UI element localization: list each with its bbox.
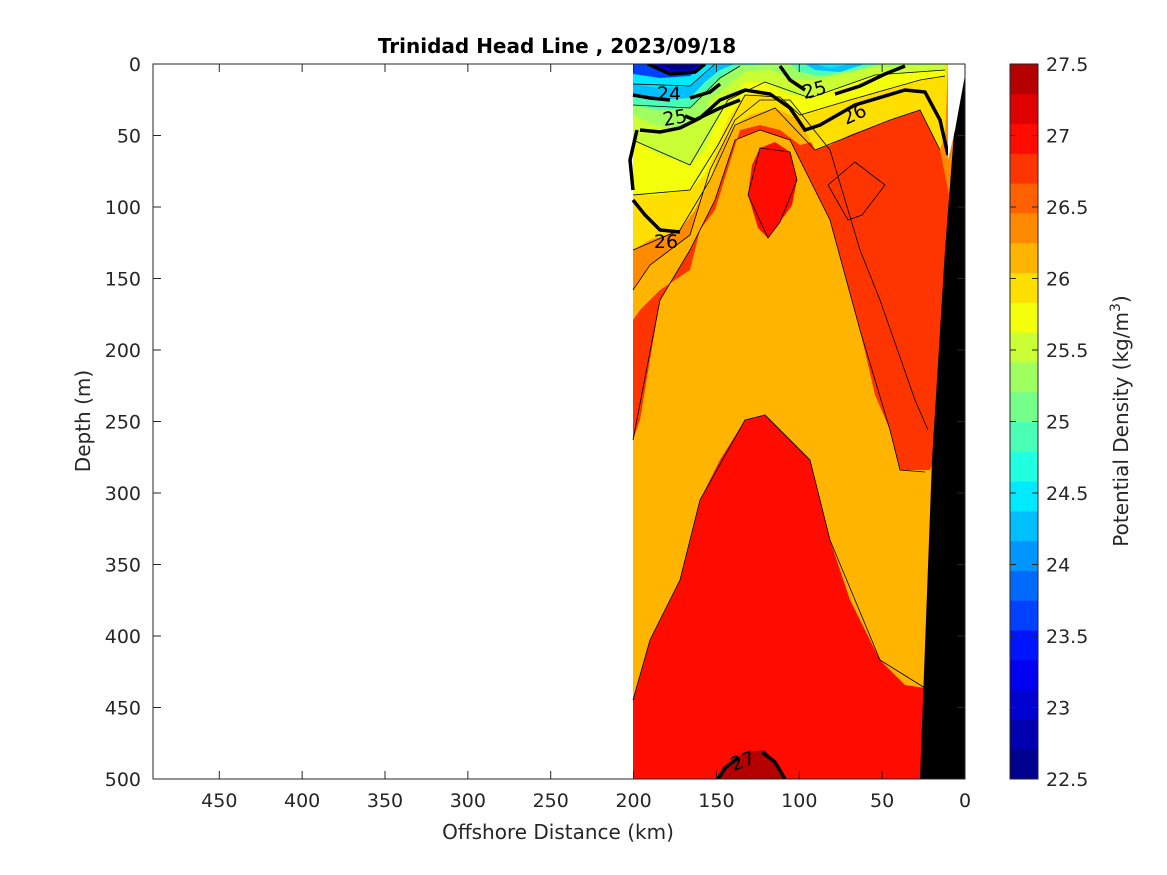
contour-27-thick-right [760,750,787,779]
colorbar-segment [1010,64,1038,95]
band-22-75 [660,64,700,70]
contour-26-25 [632,99,929,431]
x-tick-label: 300 [450,790,486,812]
colorbar-segment [1010,93,1038,125]
x-tick-label: 350 [367,790,403,812]
colorbar-segment [1010,630,1038,661]
colorbar-segment [1010,481,1038,512]
colorbar-segment [1010,183,1038,214]
y-tick-label: 150 [105,269,141,291]
y-tick-label: 100 [105,197,141,219]
contour-25-thick-right [834,64,906,96]
colorbar-tick-label: 26.5 [1046,197,1088,219]
contour-pocket-b [827,161,886,221]
colorbar-segment [1010,749,1038,780]
colorbar-tick-label: 24.5 [1046,483,1088,505]
colorbar-tick-label: 25.5 [1046,340,1088,362]
chart-title: Trinidad Head Line , 2023/09/18 [378,34,736,58]
colorbar-segment [1010,421,1038,452]
colorbar-segment [1010,689,1038,720]
bathymetry [920,64,965,779]
x-tick-label: 200 [615,790,651,812]
contour-label-24: 24 [657,83,681,105]
band-26-75 [633,415,925,779]
y-tick-label: 200 [105,340,141,362]
y-tick-label: 50 [117,126,141,148]
contour-label-26-lower: 26 [654,231,678,253]
x-tick-label: 150 [698,790,734,812]
contour-26-75 [632,414,926,701]
x-tick-label: 250 [533,790,569,812]
pocket-26-5-b [828,162,885,220]
x-tick-label: 400 [284,790,320,812]
colorbar-segment [1010,272,1038,303]
contour-24-5 [632,64,716,87]
colorbar-segment [1010,570,1038,601]
x-tick-label: 50 [870,790,894,812]
colorbar-ticks: 22.5 23 23.5 24 24.5 25 25.5 26 26.5 27 27.5 [1010,54,1088,791]
colorbar-tick-label: 24 [1046,555,1070,577]
x-tick-label: 0 [959,790,971,812]
y-tick-label: 350 [105,555,141,577]
colorbar-segment [1010,659,1038,691]
colorbar-label: Potential Density (kg/m3) [1108,295,1133,546]
colorbar-tick-label: 23 [1046,698,1070,720]
bathymetry-gap [948,64,965,160]
contour-27-thick-left [716,756,740,779]
contour-label-25-left: 25 [661,105,689,131]
x-axis: 450 400 350 300 250 200 150 100 50 0 [201,64,971,812]
colorbar-segment [1010,391,1038,422]
contour-26-5 [632,129,926,473]
y-tick-label: 300 [105,483,141,505]
y-tick-label: 500 [105,769,141,791]
thick-contour-lines [628,64,950,779]
contour-26-thick-left [628,129,639,191]
y-tick-label: 0 [129,54,141,76]
y-axis-label: Depth (m) [71,370,95,472]
colorbar-tick-label: 22.5 [1046,769,1088,791]
colorbar-segment [1010,361,1038,393]
colorbar-segment [1010,123,1038,154]
colorbar-segment [1010,302,1038,333]
colorbar-tick-label: 25 [1046,412,1070,434]
colorbar-segment [1010,510,1038,542]
thin-contour-lines [632,64,946,701]
colorbar-segment [1010,153,1038,184]
colorbar-segment [1010,451,1038,482]
contour-23-thick [647,64,707,76]
y-tick-label: 250 [105,412,141,434]
pocket-27-a [748,142,797,238]
contour-25-thick-left [684,98,741,122]
colorbar [1010,64,1038,780]
colorbar-tick-label: 27 [1046,126,1070,148]
colorbar-tick-label: 27.5 [1046,54,1088,76]
contour-pocket-a [747,147,798,239]
x-tick-label: 100 [781,790,817,812]
plot-area: 24 25 25 26 26 27 [153,64,965,779]
colorbar-segment [1010,540,1038,571]
contour-25-75 [632,107,941,251]
contour-25-5 [632,75,946,196]
colorbar-tick-label: 26 [1046,269,1070,291]
colorbar-segment [1010,242,1038,274]
contour-25-25 [632,69,946,166]
colorbar-segment [1010,332,1038,363]
y-tick-label: 400 [105,626,141,648]
contour-26-thick-lower [631,198,681,234]
contour-24-thick-left [632,93,671,102]
contour-25-thick-mid [778,64,806,92]
colorbar-segment [1010,212,1038,244]
x-axis-label: Offshore Distance (km) [442,820,674,844]
x-tick-label: 450 [201,790,237,812]
contour-26-thick [639,88,950,156]
contour-24-thick-right [689,82,722,100]
y-axis: 0 50 100 150 200 250 300 350 400 450 500 [105,54,965,791]
contour-bands [633,64,965,779]
y-tick-label: 450 [105,698,141,720]
colorbar-tick-label: 23.5 [1046,626,1088,648]
colorbar-segment [1010,719,1038,750]
colorbar-segment [1010,600,1038,631]
